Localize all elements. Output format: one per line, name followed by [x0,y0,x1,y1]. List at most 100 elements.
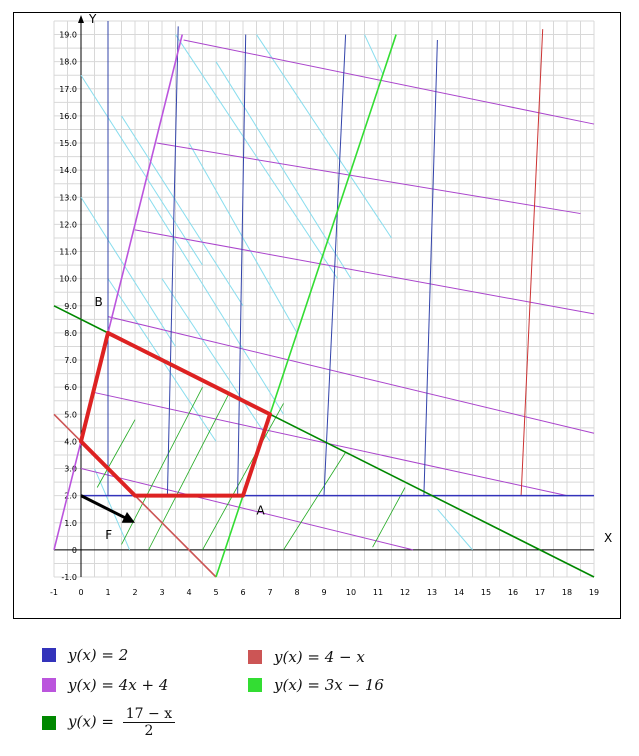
x-tick-label: 14 [454,588,464,597]
legend-item-y-equals-3x-minus-16: y(x) = 3x − 16 [248,676,384,694]
isoline-purple [156,142,581,215]
legend-item-y-equals-2: y(x) = 2 [42,646,128,664]
y-tick-label: 9.0 [64,302,77,311]
isoline-green [202,403,284,551]
isoline-red [520,29,544,496]
isoline-purple [107,316,595,434]
y-tick-label: 11.0 [59,248,77,257]
legend-formula: y(x) = 3x − 16 [274,676,384,694]
y-tick-label: 0 [72,546,77,555]
isoline-blue [166,26,179,496]
legend-swatch [248,650,262,664]
isoline-cyan [80,74,203,266]
feasible-region [79,330,272,498]
y-tick-label: 10.0 [59,275,77,284]
y-tick-label: 5.0 [64,410,77,419]
x-tick-label: 3 [159,588,164,597]
y-axis-label: Y [88,13,97,26]
isoline-green [283,452,346,551]
isoline-cyan [80,197,176,347]
x-tick-label: 5 [213,588,218,597]
legend-formula: y(x) = 4 − x [274,648,365,666]
x-tick-label: 17 [535,588,545,597]
x-tick-label: 12 [400,588,410,597]
legend-swatch [42,648,56,662]
x-tick-label: -1 [50,588,58,597]
x-tick-label: 15 [481,588,491,597]
legend-swatch [42,715,56,730]
grid-layer [53,20,595,578]
isoline-blue [423,39,438,496]
y-tick-label: 6.0 [64,383,77,392]
x-tick-label: 10 [346,588,356,597]
isoline-cyan [437,508,473,551]
x-tick-label: 11 [373,588,383,597]
isoline-cyan [256,34,392,239]
point-label: A [257,504,266,518]
label-layer: B A F [95,295,266,542]
axis-layer: XY-1 0 1 2 3 4 5 6 7 8 9 10 11 12 13 14 15 16 17 18 19-1.001… [50,13,612,597]
legend-item-y-equals-4-minus-x: y(x) = 4 − x [248,648,365,666]
series-line [53,34,184,551]
y-tick-label: 1.0 [64,519,77,528]
y-tick-label: 14.0 [59,166,77,175]
isoline-green [96,419,136,488]
x-tick-label: 8 [294,588,299,597]
y-tick-label: 19.0 [59,31,77,40]
x-tick-label: 13 [427,588,437,597]
y-tick-label: 2.0 [64,492,77,501]
gradient-arrow-shaft [80,494,130,522]
isoline-blue [323,34,347,496]
plot-frame: X Y -1 0 1 2 3 4 5 6 7 8 9 10 11 12 13 14 15 16 17 18 19 -1.0 0 1… [13,12,621,619]
y-tick-label: 7.0 [64,356,77,365]
y-axis-arrow [78,15,84,23]
x-tick-label: 7 [267,588,272,597]
x-tick-label: 9 [321,588,326,597]
legend: y(x) = 2 y(x) = 4 − x y(x) = 4x + 4 y(x)… [0,630,639,756]
y-tick-label: 15.0 [59,139,77,148]
isoline-green [372,487,406,548]
coordinate-plot: XY-1 0 1 2 3 4 5 6 7 8 9 10 11 12 13 14 15 16 17 18 19-1.001… [50,13,612,597]
y-tick-label: 16.0 [59,112,77,121]
x-tick-label: 0 [78,588,83,597]
y-tick-label: 18.0 [59,58,77,67]
y-tick-label: -1.0 [61,573,77,582]
isoline-cyan [161,278,271,442]
y-tick-label: 4.0 [64,437,77,446]
legend-swatch [42,678,56,692]
point-label: B [95,295,103,309]
hatch-layer [80,21,595,551]
fraction-numerator: 17 − x [122,706,176,723]
point-label: F [105,528,112,542]
legend-swatch [248,678,262,692]
legend-formula: y(x) = 4x + 4 [68,676,169,694]
x-tick-label: 19 [589,588,599,597]
x-tick-label: 18 [562,588,572,597]
y-tick-label: 3.0 [64,465,77,474]
legend-formula: y(x) = 2 [68,646,129,664]
x-axis-label: X [604,531,612,545]
isoline-cyan [121,115,244,307]
legend-formula-lhs: y(x) = [68,712,119,731]
isoline-blue [237,34,247,496]
isoline-cyan [175,34,338,279]
x-tick-label: 4 [186,588,191,597]
isoline-cyan [188,142,298,334]
isoline-green [121,386,203,545]
isoline-cyan [148,197,284,415]
y-tick-label: 13.0 [59,193,77,202]
isoline-purple [80,468,414,551]
y-tick-label: 12.0 [59,220,77,229]
x-tick-label: 6 [240,588,245,597]
feasible-region-layer [79,330,272,523]
isoline-purple [183,39,595,125]
y-tick-label: 17.0 [59,85,77,94]
fraction-denominator: 2 [144,723,154,739]
isoline-purple [134,229,595,315]
gradient-arrow-head [121,512,135,523]
x-tick-label: 1 [105,588,110,597]
y-tick-label: 8.0 [64,329,77,338]
